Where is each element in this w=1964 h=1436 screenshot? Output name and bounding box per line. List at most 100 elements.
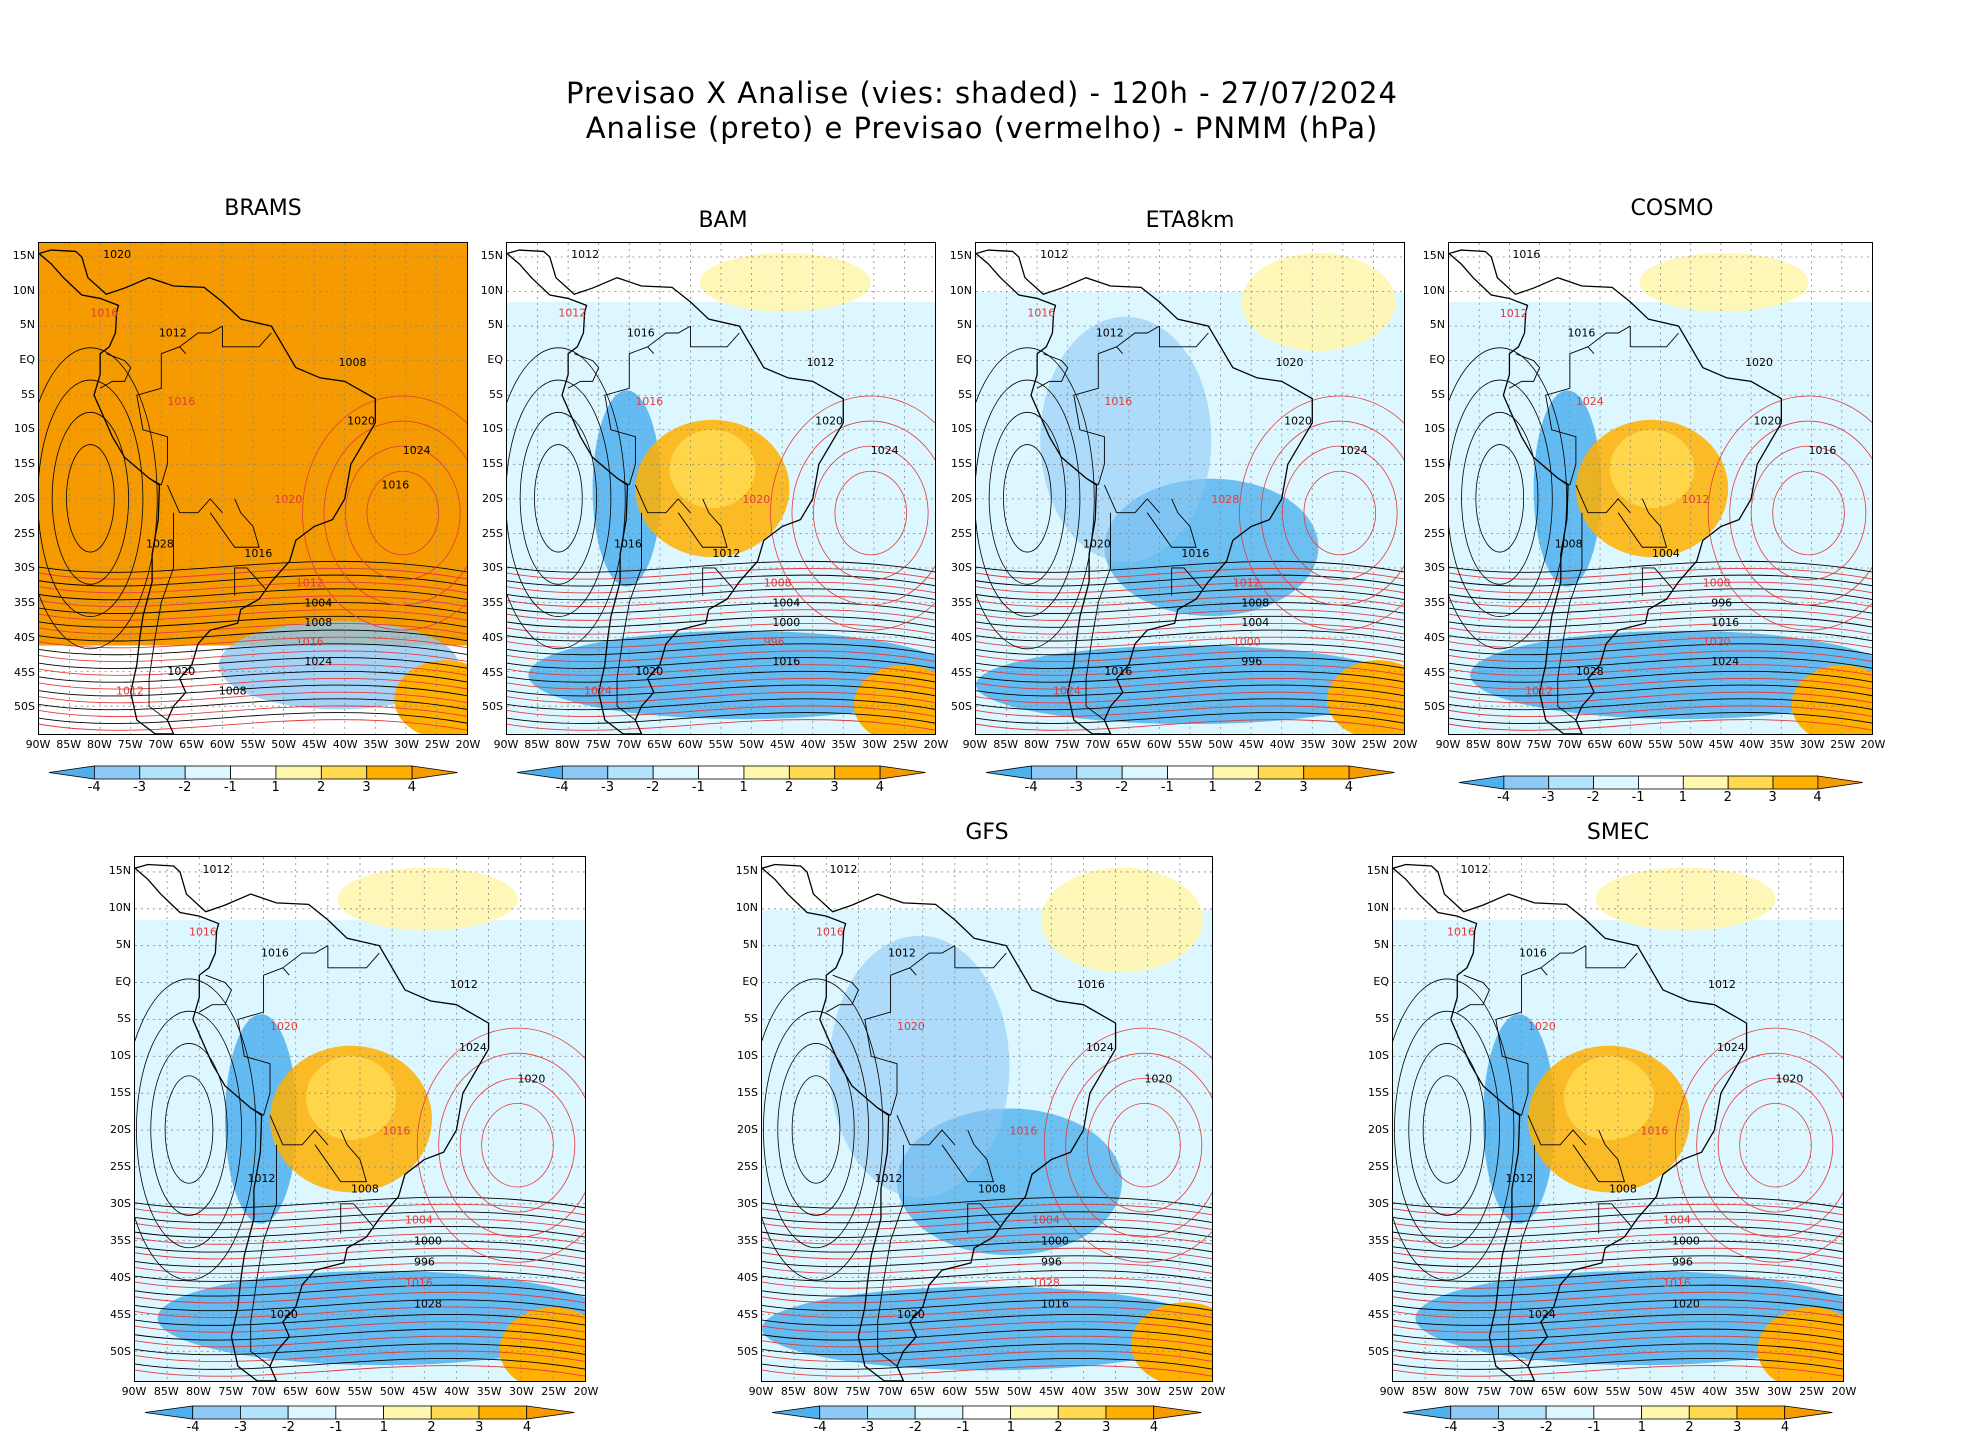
forecast-isobar [135, 1262, 585, 1274]
pressure-field: 1012 1016 1016 1012 1020 1024 1020 1016 1012 1008… [135, 857, 585, 1381]
colorbar [985, 765, 1395, 780]
forecast-isobar [762, 1321, 1212, 1333]
longitude-label: 85W [524, 738, 550, 751]
longitude-label: 25W [424, 738, 450, 751]
colorbar-label: -1 [956, 1420, 970, 1435]
country-border [148, 477, 162, 486]
latitude-label: 45S [482, 665, 503, 679]
forecast-contour-label: 1008 [764, 577, 792, 590]
analysis-isobar [1394, 1010, 1500, 1249]
forecast-isobar [976, 568, 1404, 580]
longitude-label: 90W [1435, 738, 1461, 751]
analysis-isobar [976, 560, 1404, 573]
latitude-label: 45S [110, 1308, 131, 1322]
forecast-isobar [1393, 1218, 1843, 1230]
country-border [1575, 484, 1631, 514]
colorbar-swatch [1547, 775, 1594, 790]
latitude-label: 35S [14, 596, 35, 610]
country-border [250, 1107, 264, 1116]
country-border [1587, 325, 1631, 348]
country-border [136, 346, 187, 486]
latitude-label: 5S [489, 387, 503, 401]
forecast-isobar [1393, 1291, 1843, 1304]
colorbar-swatch [320, 765, 367, 780]
forecast-isobar [345, 445, 461, 581]
longitude-label: 20W [1860, 738, 1886, 751]
colorbar-swatch [288, 1405, 337, 1420]
analysis-isobar [1449, 615, 1872, 628]
pressure-field: 1020 1016 1012 1008 1016 1020 1024 1020 1028 1016… [39, 243, 467, 734]
longitude-label: 25W [1799, 1385, 1825, 1398]
country-border [148, 512, 174, 721]
analysis-isobar [1393, 1211, 1843, 1224]
forecast-isobar [1729, 420, 1872, 606]
analysis-isobar [136, 1010, 242, 1249]
forecast-isobar [1303, 470, 1377, 556]
country-border [1598, 1203, 1632, 1234]
colorbar-swatch [1153, 1405, 1202, 1420]
colorbar-swatch [1689, 1405, 1738, 1420]
forecast-isobar [1717, 1077, 1834, 1213]
analysis-isobar [507, 560, 935, 573]
longitude-label: 30W [1331, 738, 1356, 751]
longitude-label: 60W [1146, 738, 1172, 751]
coastline [976, 249, 1313, 734]
longitude-label: 35W [1769, 738, 1795, 751]
latitude-label: 30S [110, 1197, 131, 1211]
forecast-contour-label: 1004 [405, 1214, 433, 1227]
analysis-contour-label: 1008 [1555, 537, 1583, 550]
colorbar-label: 1 [739, 780, 748, 795]
bias-shading [669, 429, 756, 509]
colorbar-label: -1 [1587, 1420, 1601, 1435]
latitude-label: 15N [1366, 863, 1389, 877]
colorbar-label: -1 [223, 780, 237, 795]
forecast-isobar [762, 1203, 1212, 1216]
analysis-isobar [39, 643, 467, 656]
analysis-isobar [39, 657, 467, 669]
colorbar-label: 1 [379, 1420, 388, 1435]
forecast-contour-label: 1012 [1525, 685, 1553, 698]
analysis-isobar [1393, 1196, 1843, 1209]
latitude-label: 25S [951, 526, 972, 540]
analysis-isobar [507, 698, 935, 711]
longitude-label: 55W [974, 1385, 1000, 1398]
longitude-label: 35W [1103, 1385, 1129, 1398]
forecast-contour-label: 1024 [1576, 395, 1604, 408]
latitude-label: 10S [1424, 422, 1445, 436]
analysis-isobar [762, 978, 884, 1281]
colorbar-swatch [1030, 765, 1077, 780]
longitude-label: 35W [1300, 738, 1326, 751]
colorbar-label: -4 [186, 1420, 200, 1435]
latitude-label: 10N [1366, 900, 1389, 914]
longitude-label: 30W [508, 1385, 534, 1398]
analysis-contour-label: 996 [414, 1256, 435, 1269]
analysis-contour-label: 996 [1711, 596, 1732, 609]
bias-shading [1595, 867, 1776, 931]
longitude-label: 30W [394, 738, 419, 751]
analysis-isobar [507, 643, 935, 656]
colorbar-label: 4 [1344, 780, 1353, 795]
latitude-label: EQ [1373, 974, 1389, 988]
analysis-contour-label: 1016 [627, 326, 655, 339]
analysis-isobar [762, 1314, 1212, 1326]
country-border [634, 484, 691, 514]
colorbar-swatch [1682, 775, 1729, 790]
country-border [1085, 512, 1111, 721]
latitude-label: 15S [110, 1086, 131, 1100]
longitude-label: 80W [813, 1385, 838, 1398]
panel-title: COSMO [1630, 196, 1714, 221]
analysis-isobar [976, 574, 1404, 587]
colorbar-label: 2 [1253, 780, 1263, 795]
analysis-isobar [39, 588, 467, 601]
forecast-isobar [416, 1027, 585, 1263]
longitude-label: 35W [831, 738, 857, 751]
latitude-label: 10S [951, 422, 972, 436]
analysis-contour-label: 1000 [1672, 1235, 1700, 1248]
colorbar-label: 4 [407, 780, 416, 795]
country-border [1585, 945, 1638, 969]
longitude-label: 80W [1444, 1385, 1469, 1398]
colorbar-label: -2 [646, 780, 660, 795]
analysis-isobar [135, 1240, 585, 1253]
colorbar-label: 4 [875, 780, 884, 795]
analysis-isobar [507, 657, 935, 669]
